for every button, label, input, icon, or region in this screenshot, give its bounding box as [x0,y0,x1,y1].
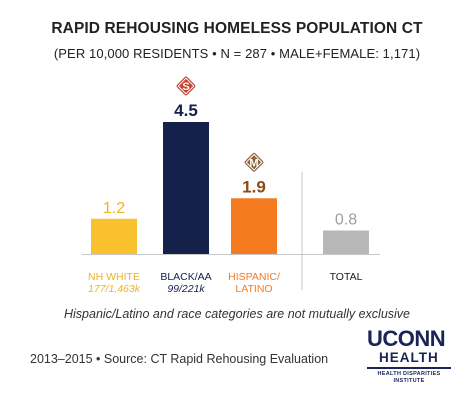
uconn-health-logo: UCONN HEALTH HEALTH DISPARITIES INSTITUT… [367,328,459,385]
category-sublabel-nh-white: 177/1,463k [88,283,141,295]
source-line: 2013–2015 • Source: CT Rapid Rehousing E… [30,352,329,366]
badge-diamond-s [176,76,196,96]
badge-inner-border [177,77,195,95]
chart-footnote: Hispanic/Latino and race categories are … [63,307,411,321]
value-label-hispanic-latino: 1.9 [242,177,266,196]
category-label-total: TOTAL [330,271,363,283]
badge-letter-m: M [249,157,258,169]
category-label-hispanic-latino: HISPANIC/ [228,271,280,283]
logo-line-3: HEALTH DISPARITIES INSTITUTE [377,371,441,384]
bar-black-aa [163,122,209,254]
chart-title: RAPID REHOUSING HOMELESS POPULATION CT [51,20,423,37]
badge-inner-border [245,153,263,171]
category-label-black-aa: BLACK/AA [160,271,211,283]
badge-diamond-m [244,152,264,172]
logo-line-1: UCONN [367,326,446,351]
chart-subtitle: (PER 10,000 RESIDENTS • N = 287 • MALE+F… [53,46,421,61]
value-label-nh-white: 1.2 [103,200,125,217]
logo-line-2: HEALTH [379,350,439,365]
bar-nh-white [91,218,137,254]
badge-letter-s: S [182,81,189,93]
logo-rule [367,367,451,369]
category-label-nh-white: NH WHITE [88,271,140,283]
bar-hispanic-latino [231,198,277,254]
value-label-total: 0.8 [335,212,357,229]
bar-total [323,230,369,254]
category-sublabel-black-aa: 99/221k [167,283,205,295]
value-label-black-aa: 4.5 [174,101,198,120]
category-label-hispanic-latino: LATINO [235,283,272,295]
